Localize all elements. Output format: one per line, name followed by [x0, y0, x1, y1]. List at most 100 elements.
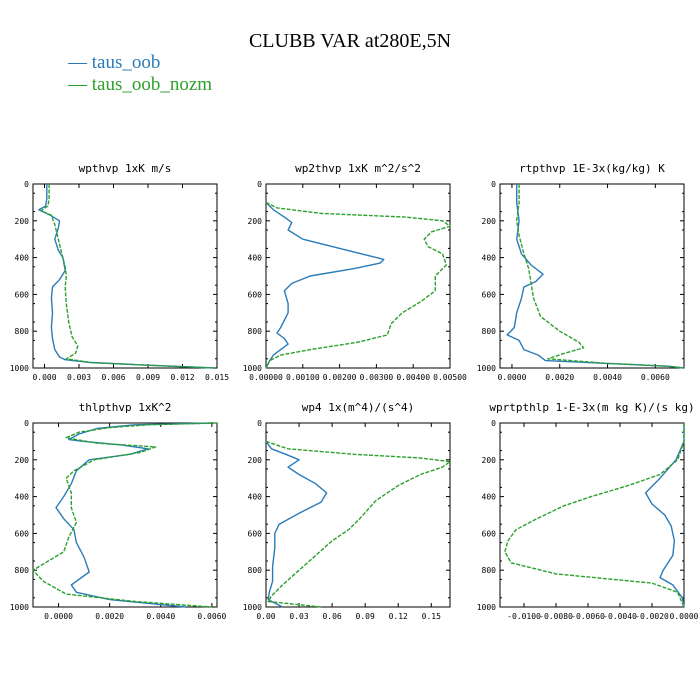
y-tick-label: 200 — [482, 456, 497, 465]
x-tick-label: 0.09 — [356, 612, 375, 621]
x-tick-label: 0.0020 — [95, 612, 124, 621]
plot-frame — [499, 183, 685, 369]
series-line — [265, 201, 385, 369]
series-line — [38, 184, 215, 369]
panel-title: wp2thvp 1xK m^2/s^2 — [295, 162, 421, 175]
y-tick-label: 0 — [24, 419, 29, 428]
panel-title: wpthvp 1xK m/s — [79, 162, 172, 175]
chart-panel: thlpthvp 1xK^2 0 200 400 600 800 1000 0.0000 0.0… — [10, 401, 227, 621]
y-tick-label: 200 — [248, 456, 263, 465]
x-tick-label: 0.00 — [256, 612, 275, 621]
plot-frame — [265, 183, 451, 369]
panel-title: rtpthvp 1E-3x(kg/kg) K — [519, 162, 665, 175]
y-tick-label: 400 — [15, 254, 30, 263]
x-tick-label: -0.0020 — [635, 612, 669, 621]
page-title: CLUBB VAR at280E,5N — [248, 30, 452, 52]
series-line — [265, 440, 451, 608]
x-tick-label: 0.03 — [289, 612, 308, 621]
legend-label: taus_oob — [91, 52, 161, 73]
x-tick-label: -0.0040 — [603, 612, 637, 621]
x-tick-label: -0.0080 — [539, 612, 573, 621]
series-line — [40, 184, 215, 369]
x-tick-label: 0.000 — [32, 373, 56, 382]
y-tick-label: 600 — [248, 529, 263, 538]
x-tick-label: 0.06 — [322, 612, 341, 621]
y-tick-label: 0 — [24, 180, 29, 189]
plot-frame — [32, 422, 218, 608]
y-tick-label: 800 — [482, 327, 497, 336]
x-tick-label: 0.00400 — [396, 373, 430, 382]
plot-frame — [499, 422, 685, 608]
y-tick-label: 200 — [15, 456, 30, 465]
x-tick-label: 0.0000 — [44, 612, 73, 621]
y-tick-label: 800 — [15, 566, 30, 575]
y-tick-label: 600 — [15, 529, 30, 538]
y-tick-label: 0 — [257, 180, 262, 189]
x-tick-label: 0.00100 — [286, 373, 320, 382]
x-tick-label: 0.006 — [101, 373, 125, 382]
y-tick-label: 200 — [482, 217, 497, 226]
y-tick-label: 400 — [15, 493, 30, 502]
legend-line-icon: — — [68, 74, 87, 95]
y-tick-label: 1000 — [10, 364, 29, 373]
y-tick-label: 0 — [491, 180, 496, 189]
x-tick-label: 0.015 — [205, 373, 229, 382]
panel-title: wp4 1x(m^4)/(s^4) — [302, 401, 415, 414]
x-tick-label: 0.00300 — [360, 373, 394, 382]
x-tick-label: 0.0040 — [146, 612, 175, 621]
x-tick-label: 0.0000 — [670, 612, 699, 621]
y-tick-label: 1000 — [477, 603, 496, 612]
legend-label: taus_oob_nozm — [91, 74, 213, 95]
series-line — [265, 201, 451, 369]
x-tick-label: 0.009 — [136, 373, 160, 382]
x-tick-label: 0.12 — [389, 612, 408, 621]
x-tick-label: 0.15 — [422, 612, 441, 621]
y-tick-label: 1000 — [243, 364, 262, 373]
x-tick-label: 0.00500 — [433, 373, 467, 382]
y-tick-label: 400 — [482, 254, 497, 263]
x-tick-label: 0.0000 — [497, 373, 526, 382]
x-tick-label: 0.0060 — [197, 612, 226, 621]
plot-frame — [32, 183, 218, 369]
series-line — [265, 440, 328, 608]
y-tick-label: 400 — [248, 493, 263, 502]
chart-panel: wprtpthlp 1-E-3x(m kg K)/(s kg) 0 200 400 60… — [477, 401, 699, 621]
plot-frame — [265, 422, 451, 608]
legend-item-taus-oob: — taus_oob — [68, 52, 160, 74]
series-line — [506, 184, 685, 369]
y-tick-label: 800 — [482, 566, 497, 575]
legend-line-icon: — — [68, 52, 87, 73]
panel-title: wprtpthlp 1-E-3x(m kg K)/(s kg) — [489, 401, 694, 414]
series-line — [504, 423, 685, 608]
y-tick-label: 600 — [15, 290, 30, 299]
y-tick-label: 1000 — [477, 364, 496, 373]
x-tick-label: 0.00200 — [323, 373, 357, 382]
y-tick-label: 600 — [248, 290, 263, 299]
y-tick-label: 800 — [248, 566, 263, 575]
y-tick-label: 0 — [491, 419, 496, 428]
y-tick-label: 600 — [482, 290, 497, 299]
series-line — [32, 422, 218, 608]
x-tick-label: 0.0020 — [545, 373, 574, 382]
y-tick-label: 1000 — [243, 603, 262, 612]
series-line — [55, 422, 212, 608]
y-tick-label: 0 — [257, 419, 262, 428]
series-line — [644, 423, 685, 608]
chart-panel: rtpthvp 1E-3x(kg/kg) K020040060080010000… — [477, 162, 685, 382]
y-tick-label: 200 — [248, 217, 263, 226]
y-tick-label: 1000 — [10, 603, 29, 612]
x-tick-label: -0.0100 — [507, 612, 541, 621]
x-tick-label: 0.012 — [170, 373, 194, 382]
y-tick-label: 800 — [15, 327, 30, 336]
x-tick-label: -0.0060 — [571, 612, 605, 621]
series-line — [516, 184, 685, 369]
x-tick-label: 0.0040 — [593, 373, 622, 382]
y-tick-label: 600 — [482, 529, 497, 538]
y-tick-label: 200 — [15, 217, 30, 226]
y-tick-label: 400 — [248, 254, 263, 263]
chart-panel: wp2thvp 1xK m^2/s^2020040060080010000.00… — [243, 162, 467, 382]
legend-item-taus-oob-nozm: — taus_oob_nozm — [68, 74, 212, 96]
